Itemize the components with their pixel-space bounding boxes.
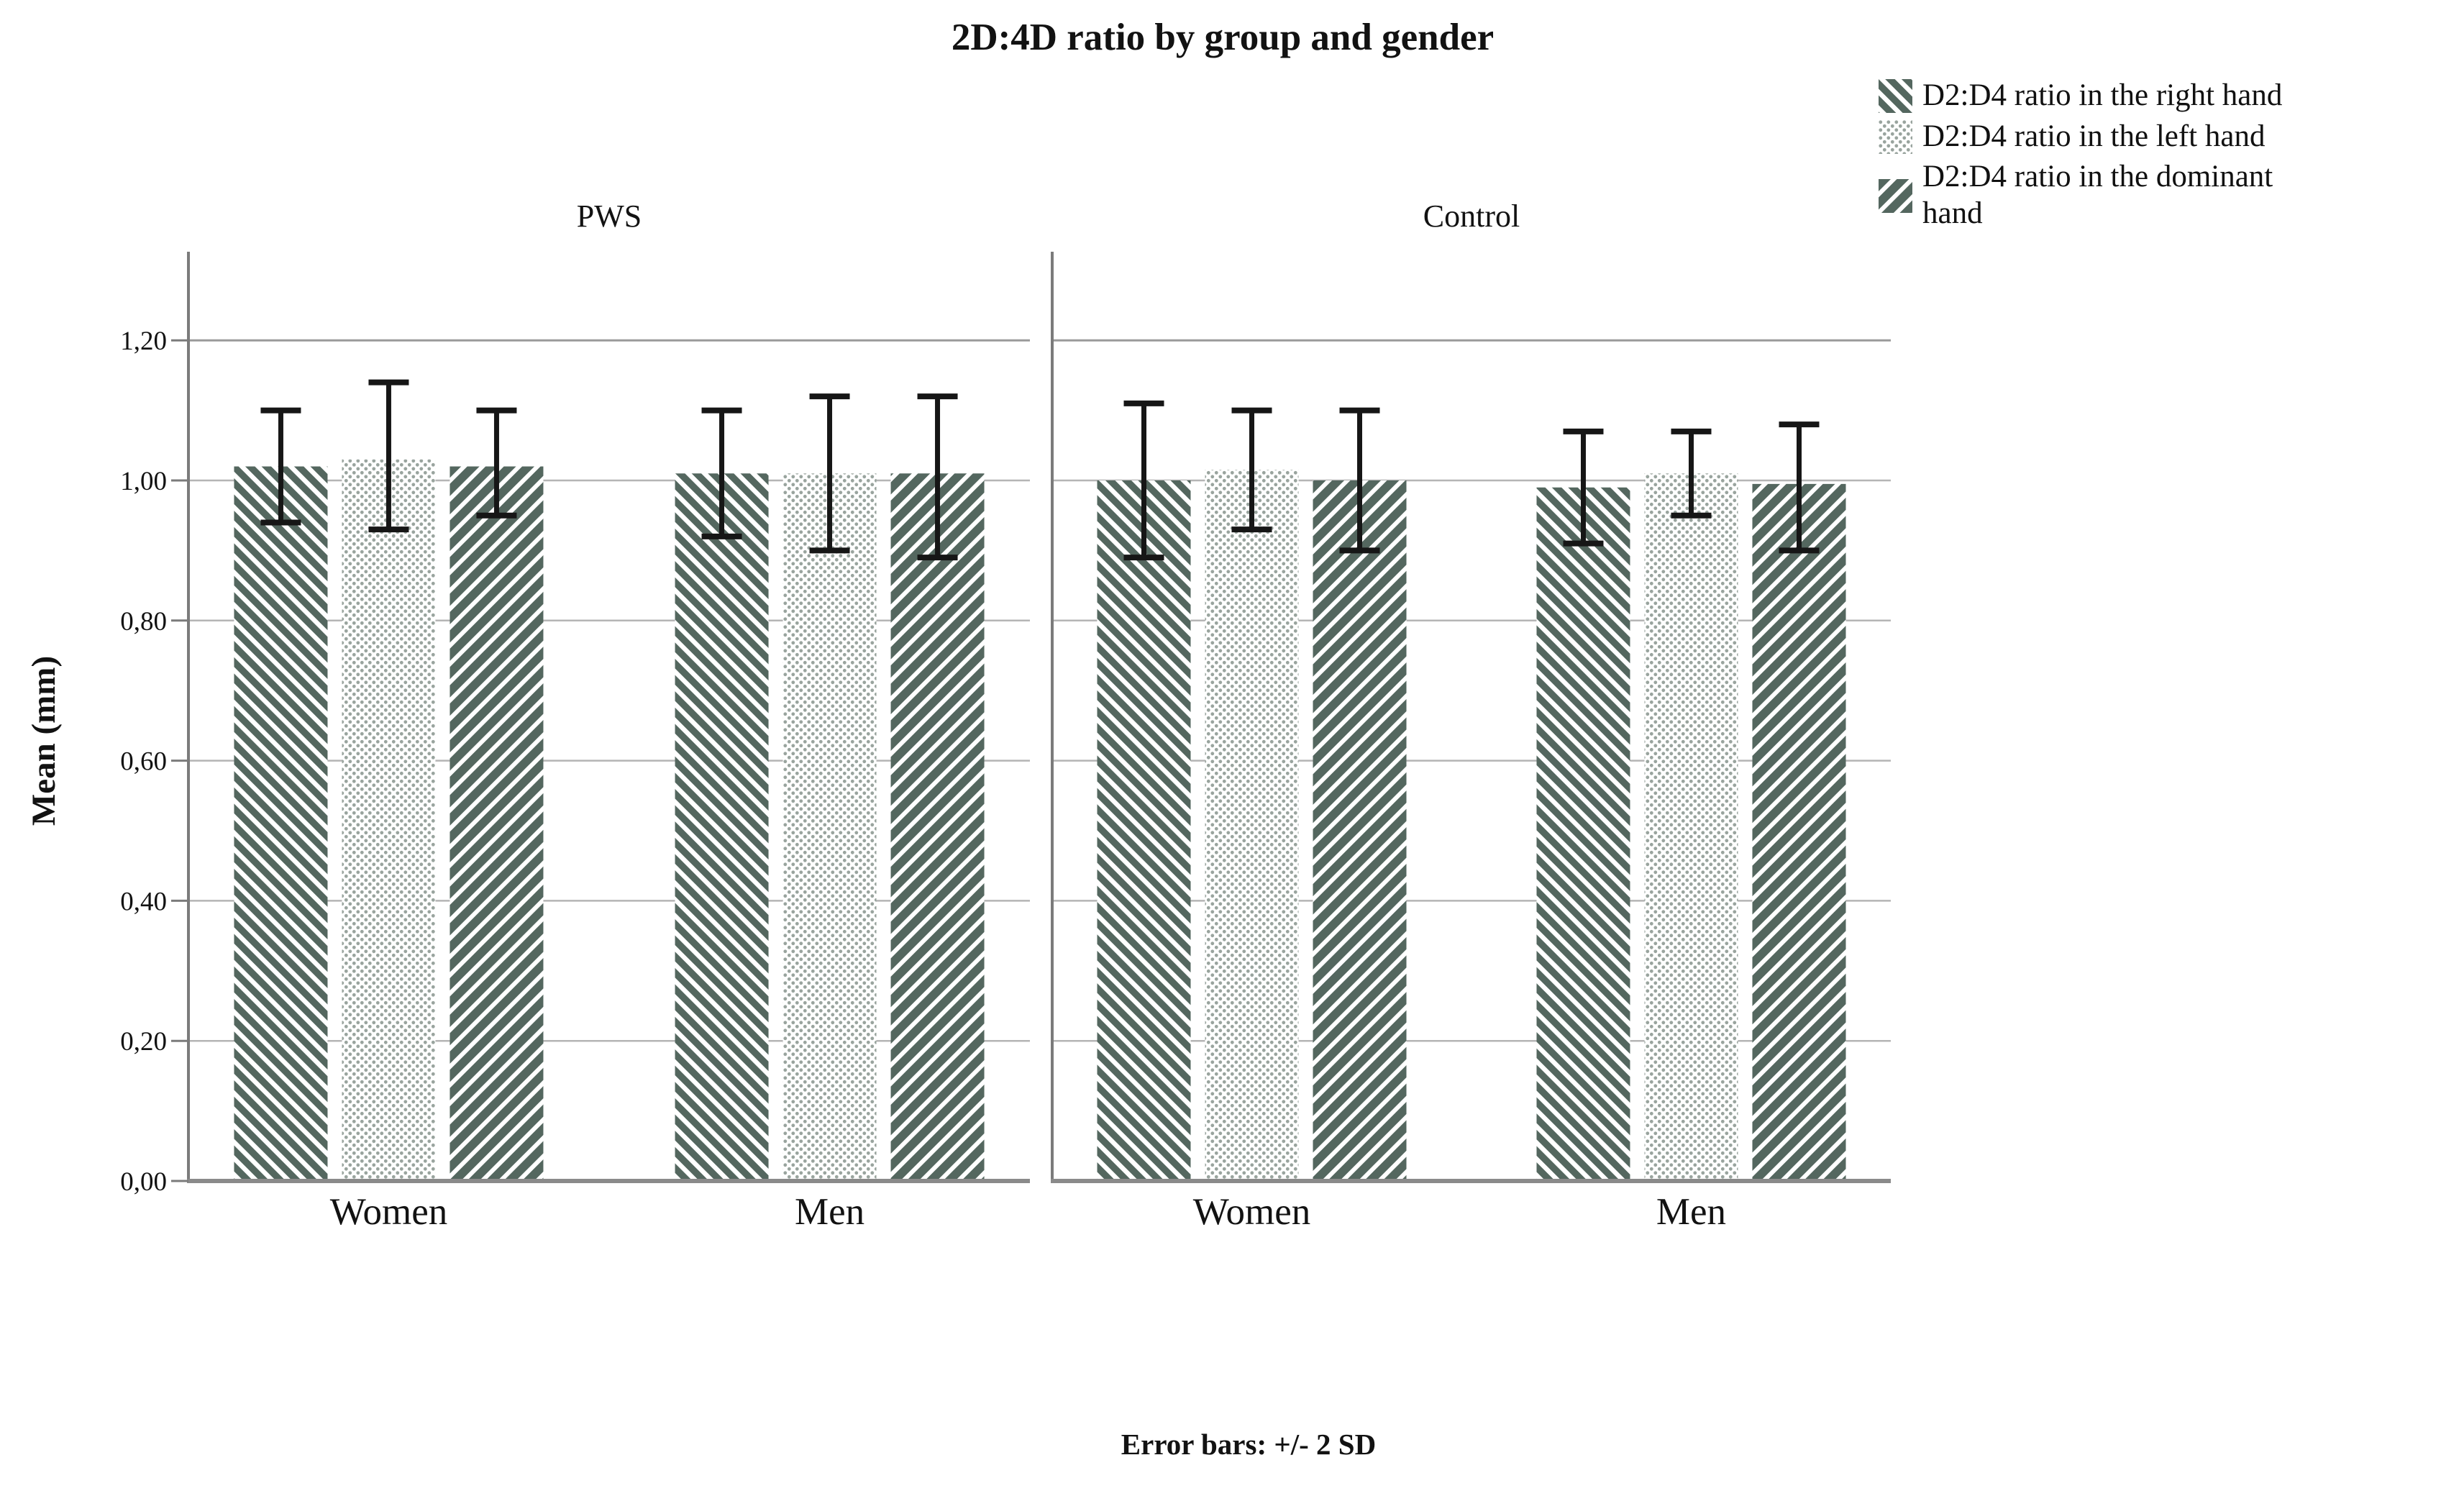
- bar: [1205, 470, 1299, 1181]
- y-tick-label: 0,40: [120, 887, 167, 916]
- category-label: Men: [795, 1191, 864, 1233]
- legend-label: D2:D4 ratio in the left hand: [1922, 119, 2265, 155]
- legend-entry: D2:D4 ratio in the left hand: [1879, 119, 2461, 155]
- bar: [1313, 480, 1407, 1181]
- category-label: Women: [330, 1191, 448, 1233]
- legend-swatch-stripes-up-icon: [1879, 178, 1912, 213]
- legend-label: D2:D4 ratio in the right hand: [1922, 78, 2282, 114]
- legend-entry: D2:D4 ratio in the dominant hand: [1879, 159, 2461, 232]
- bars: [234, 459, 1846, 1181]
- bar: [1097, 480, 1191, 1181]
- legend-swatch-stripes-down-icon: [1879, 78, 1912, 113]
- legend-label-line: D2:D4 ratio in the dominant: [1922, 160, 2273, 194]
- category-label: Women: [1193, 1191, 1311, 1233]
- bar: [342, 459, 436, 1181]
- bar: [1752, 483, 1846, 1181]
- panel-title: Control: [1423, 199, 1520, 234]
- bar: [782, 473, 877, 1181]
- legend-label-line: D2:D4 ratio in the right hand: [1922, 78, 2283, 112]
- gridlines: [188, 339, 1891, 1042]
- bar: [1536, 487, 1630, 1181]
- legend-entry: D2:D4 ratio in the right hand: [1879, 78, 2461, 114]
- axes: [171, 252, 1891, 1183]
- legend-swatch-dots-icon: [1879, 119, 1912, 154]
- error-bars: [260, 379, 1820, 561]
- y-tick-label: 1,20: [120, 327, 167, 356]
- legend: D2:D4 ratio in the right hand D2:D4 ratio…: [1879, 78, 2461, 232]
- legend-label: D2:D4 ratio in the dominant hand: [1922, 159, 2273, 232]
- error-bars-note: Error bars: +/- 2 SD: [1121, 1428, 1377, 1461]
- bar: [1644, 473, 1738, 1181]
- y-tick-label: 0,20: [120, 1027, 167, 1057]
- y-tick-label: 0,80: [120, 607, 167, 637]
- legend-label-line: hand: [1922, 196, 1983, 231]
- legend-label-line: D2:D4 ratio in the left hand: [1922, 119, 2265, 153]
- axis-text: PWS Women Men Control Women Men 0,00 0,20 0,40 0,…: [120, 199, 1726, 1233]
- y-tick-label: 0,60: [120, 747, 167, 777]
- category-label: Men: [1656, 1191, 1726, 1233]
- bar: [234, 466, 328, 1181]
- bar: [675, 473, 769, 1181]
- bar: [450, 466, 544, 1181]
- panel-title: PWS: [577, 199, 642, 234]
- y-tick-label: 0,00: [120, 1167, 167, 1197]
- chart-title: 2D:4D ratio by group and gender: [951, 17, 1495, 58]
- y-tick-label: 1,00: [120, 467, 167, 496]
- bar: [890, 473, 985, 1181]
